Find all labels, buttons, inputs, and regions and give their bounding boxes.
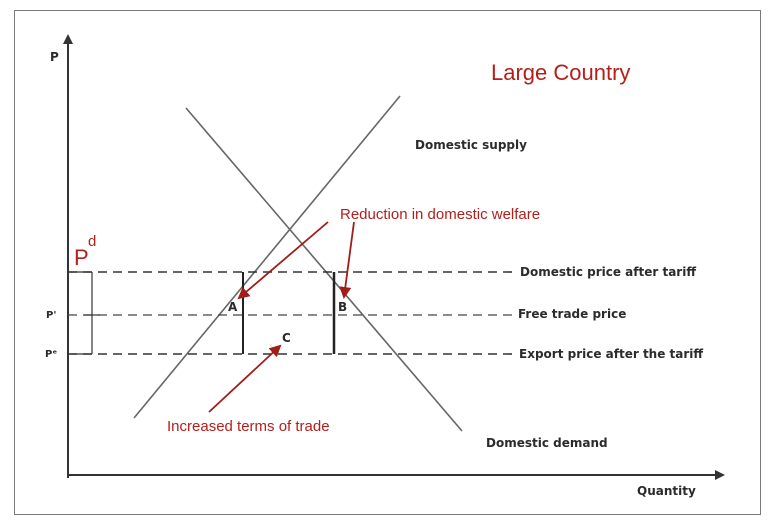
free-trade-price-label: Free trade price <box>518 307 626 321</box>
welfare-arrow-to-a <box>237 221 329 300</box>
welfare-arrow-to-b <box>339 221 355 299</box>
y-axis-label: P <box>50 50 59 64</box>
supply-curve <box>133 95 401 419</box>
export-price-label: Export price after the tariff <box>519 347 703 361</box>
terms-of-trade-annotation: Increased terms of trade <box>167 418 330 435</box>
x-axis-label: Quantity <box>637 484 696 498</box>
demand-label: Domestic demand <box>486 436 608 450</box>
area-a-label: A <box>228 300 238 314</box>
terms-of-trade-arrow <box>208 344 282 413</box>
pe-axis-label: Pᵉ <box>45 349 57 360</box>
pd-axis-superscript: d <box>88 233 96 250</box>
area-c-label: C <box>282 331 291 345</box>
pd-axis-label: P <box>74 245 89 270</box>
area-b-label: B <box>338 300 347 314</box>
p-prime-axis-label: P' <box>46 310 56 321</box>
chart-title: Large Country <box>491 60 630 85</box>
welfare-annotation: Reduction in domestic welfare <box>340 206 540 223</box>
diagram-frame <box>14 10 761 515</box>
supply-label: Domestic supply <box>415 138 527 152</box>
demand-curve <box>185 107 463 432</box>
domestic-price-label: Domestic price after tariff <box>520 265 696 279</box>
